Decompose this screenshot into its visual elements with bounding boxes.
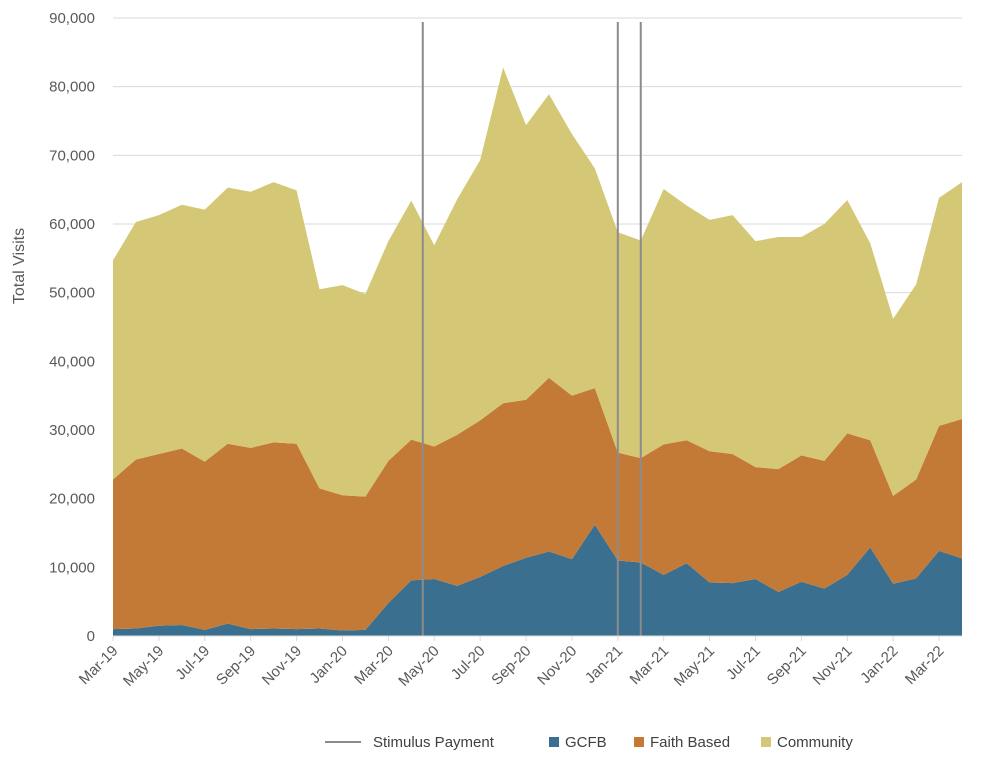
x-tick-label: Jan-20 — [306, 642, 350, 686]
x-tick-label: Sep-20 — [488, 642, 534, 688]
x-tick-label: Jul-20 — [448, 642, 489, 683]
y-tick-label: 70,000 — [49, 147, 95, 164]
x-tick-label: Nov-21 — [810, 642, 856, 688]
stimulus-lines — [421, 22, 642, 636]
legend: Stimulus Payment GCFB Faith Based Community — [325, 734, 853, 751]
x-tick-label: Jul-21 — [723, 642, 764, 683]
legend-swatch — [634, 737, 644, 747]
y-tick-label: 80,000 — [49, 79, 95, 96]
x-tick-label: Sep-19 — [213, 642, 259, 688]
y-tick-label: 20,000 — [49, 491, 95, 508]
x-tick-label: May-21 — [671, 642, 718, 689]
x-tick-label: Jan-22 — [857, 642, 901, 686]
area-community — [113, 67, 962, 497]
y-tick-label: 90,000 — [49, 10, 95, 27]
x-tick-label: Mar-19 — [76, 642, 122, 688]
y-tick-label: 50,000 — [49, 285, 95, 302]
x-tick-label: Nov-19 — [259, 642, 305, 688]
x-tick-label: Jan-21 — [582, 642, 626, 686]
y-tick-label: 40,000 — [49, 353, 95, 370]
x-tick-label: Mar-20 — [351, 642, 397, 688]
x-tick-label: May-19 — [120, 642, 167, 689]
x-tick-label: Jul-19 — [172, 642, 213, 683]
legend-label: Stimulus Payment — [373, 734, 495, 751]
area-faith-based — [113, 377, 962, 631]
legend-swatch — [761, 737, 771, 747]
legend-label: GCFB — [565, 734, 607, 751]
x-tick-label: Sep-21 — [764, 642, 810, 688]
x-tick-label: Mar-21 — [627, 642, 673, 688]
x-tick-label: Nov-20 — [534, 642, 580, 688]
y-tick-label: 60,000 — [49, 216, 95, 233]
y-tick-label: 30,000 — [49, 422, 95, 439]
y-tick-label: 10,000 — [49, 559, 95, 576]
y-axis-title: Total Visits — [11, 228, 28, 304]
x-tick-label: Mar-22 — [902, 642, 948, 688]
area-gcfb — [113, 524, 962, 636]
area-series — [113, 67, 962, 636]
y-tick-label: 0 — [87, 628, 95, 645]
legend-swatch — [549, 737, 559, 747]
legend-label: Faith Based — [650, 734, 730, 751]
x-tick-label: May-20 — [395, 642, 442, 689]
legend-label: Community — [777, 734, 853, 751]
